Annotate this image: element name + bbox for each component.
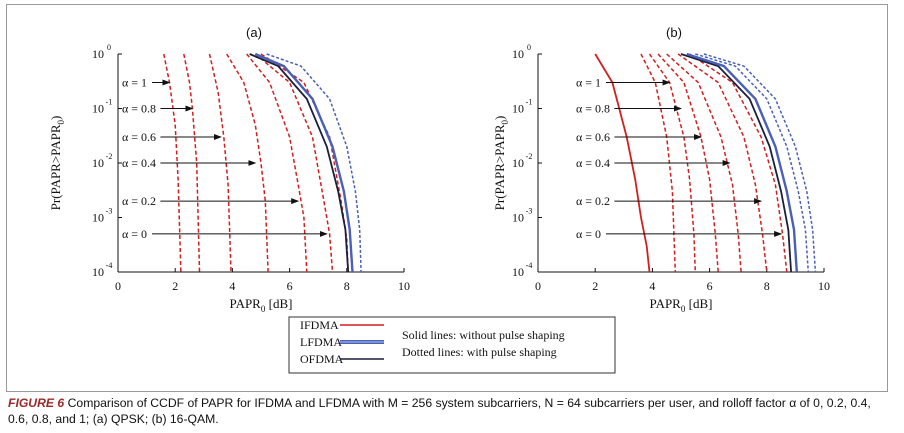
y-tick-exponent: -3 (526, 207, 533, 216)
x-axis-label: PAPR0 [dB] (230, 296, 293, 314)
caption-label: FIGURE 6 (8, 396, 65, 410)
alpha-label: α = 0.6 (122, 130, 156, 144)
y-tick-exponent: -1 (526, 98, 533, 107)
y-tick-label: 10 (92, 265, 104, 279)
x-tick-label: 8 (764, 279, 770, 293)
series-line (260, 53, 349, 273)
y-tick-exponent: 0 (527, 43, 531, 52)
caption-text: Comparison of CCDF of PAPR for IFDMA and… (8, 396, 871, 426)
y-tick-exponent: -2 (526, 152, 533, 161)
series-line (208, 53, 232, 273)
alpha-label: α = 0 (122, 227, 147, 241)
x-tick-label: 0 (535, 279, 541, 293)
series-line (680, 53, 792, 273)
y-tick-label: 10 (512, 211, 524, 225)
legend-box (288, 316, 616, 374)
x-tick-label: 6 (707, 279, 713, 293)
series-line (703, 53, 817, 273)
series-line (689, 53, 788, 273)
series-line (677, 53, 768, 273)
y-tick-exponent: -2 (106, 152, 113, 161)
alpha-label: α = 0.8 (122, 102, 156, 116)
y-tick-exponent: 0 (107, 43, 111, 52)
y-tick-exponent: -4 (526, 261, 533, 270)
x-tick-label: 10 (818, 279, 830, 293)
legend-note-solid: Solid lines: without pulse shaping (402, 328, 565, 342)
alpha-label: α = 0.4 (576, 156, 610, 170)
y-tick-label: 10 (512, 47, 524, 61)
legend-label-ofdma: OFDMA (300, 352, 344, 366)
x-tick-label: 10 (398, 279, 410, 293)
alpha-label: α = 0.8 (576, 102, 610, 116)
chart-title: (a) (246, 25, 262, 40)
series-line (246, 53, 308, 273)
y-tick-exponent: -1 (106, 98, 113, 107)
alpha-label: α = 1 (122, 75, 147, 89)
series-line (254, 52, 354, 273)
series-line (657, 53, 719, 273)
y-tick-label: 10 (92, 211, 104, 225)
series-line (648, 53, 697, 273)
series-line (226, 53, 269, 273)
series-line (254, 53, 334, 273)
y-tick-label: 10 (512, 102, 524, 116)
x-tick-label: 4 (229, 279, 235, 293)
x-tick-label: 8 (344, 279, 350, 293)
y-tick-exponent: -4 (106, 261, 113, 270)
x-tick-label: 0 (115, 279, 121, 293)
series-line (249, 53, 350, 273)
alpha-label: α = 0.6 (576, 130, 610, 144)
x-tick-label: 4 (649, 279, 655, 293)
series-line (695, 53, 810, 273)
alpha-label: α = 1 (576, 75, 601, 89)
chart-title: (b) (666, 25, 682, 40)
x-tick-label: 2 (172, 279, 178, 293)
alpha-label: α = 0.2 (122, 194, 156, 208)
alpha-label: α = 0.4 (122, 156, 156, 170)
y-axis-label: Pr(PAPR>PAPR0) (492, 116, 510, 211)
x-tick-label: 6 (287, 279, 293, 293)
y-axis-label: Pr(PAPR>PAPR0) (48, 116, 66, 211)
y-tick-label: 10 (512, 265, 524, 279)
y-tick-label: 10 (92, 47, 104, 61)
x-axis-label: PAPR0 [dB] (650, 296, 713, 314)
series-line (266, 53, 362, 273)
legend: IFDMA LFDMA OFDMA Solid lines: without p… (288, 316, 616, 374)
alpha-label: α = 0.2 (576, 194, 610, 208)
y-tick-label: 10 (512, 156, 524, 170)
legend-label-lfdma: LFDMA (300, 335, 342, 349)
legend-note-dotted: Dotted lines: with pulse shaping (402, 345, 557, 359)
legend-label-ifdma: IFDMA (300, 318, 339, 332)
series-line (163, 53, 182, 273)
y-tick-label: 10 (92, 156, 104, 170)
figure-caption: FIGURE 6 Comparison of CCDF of PAPR for … (8, 395, 888, 427)
x-tick-label: 2 (592, 279, 598, 293)
y-tick-label: 10 (92, 102, 104, 116)
alpha-label: α = 0 (576, 227, 601, 241)
series-line (686, 52, 798, 273)
y-tick-exponent: -3 (106, 207, 113, 216)
